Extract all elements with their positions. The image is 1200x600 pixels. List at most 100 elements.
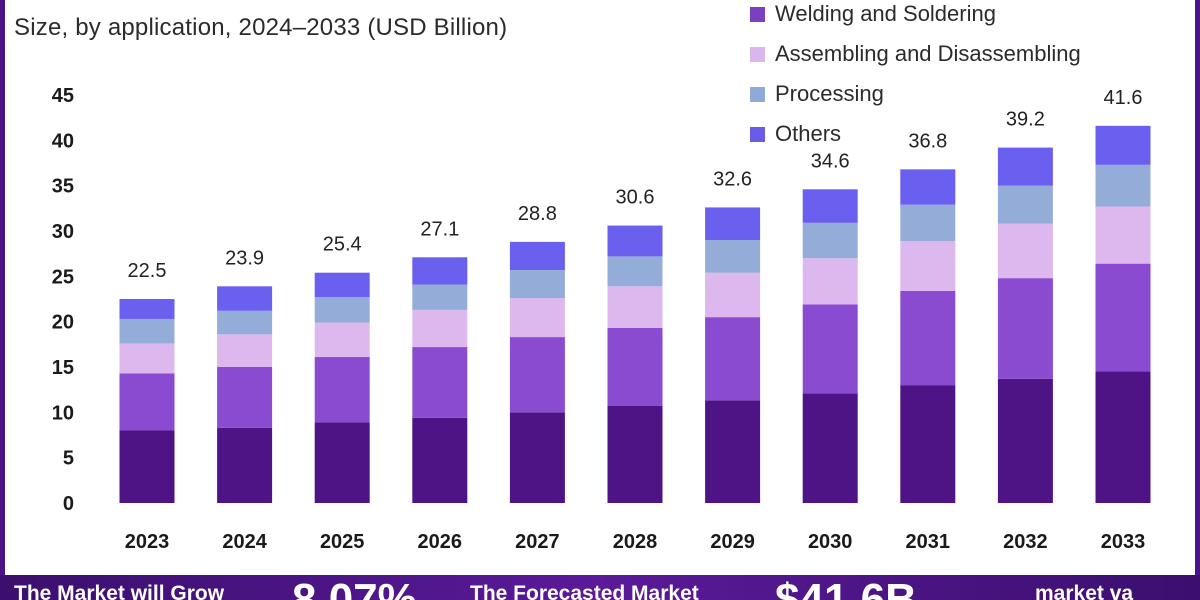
bar-segment-assembling: [802, 258, 858, 305]
y-tick-label: 10: [52, 402, 74, 424]
bar-segment-others: [119, 299, 175, 319]
bar-segment-others: [705, 207, 761, 241]
bar-segment-assembling: [1095, 206, 1151, 264]
bar-segment-base: [997, 378, 1053, 503]
bar-segment-base: [119, 430, 175, 503]
chart-subtitle: Size, by application, 2024–2033 (USD Bil…: [14, 14, 508, 41]
y-tick-label: 45: [52, 85, 74, 107]
x-tick-label: 2023: [125, 531, 170, 553]
bar-segment-base: [412, 417, 468, 503]
banner-cagr-value: 8.07%: [292, 575, 417, 600]
y-tick-label: 25: [52, 266, 74, 288]
bar-segment-processing: [607, 256, 663, 287]
legend-item-assembling: Assembling and Disassembling: [750, 34, 1081, 74]
banner-text-grow: The Market will Grow: [14, 582, 225, 600]
y-tick-label: 0: [63, 493, 74, 515]
bar-segment-others: [802, 189, 858, 223]
bar-segment-welding: [412, 347, 468, 418]
bar-total-label: 22.5: [128, 260, 167, 282]
bottom-banner: The Market will Grow 8.07% The Forecaste…: [0, 575, 1200, 600]
bar-segment-assembling: [607, 286, 663, 329]
bar-total-label: 25.4: [323, 234, 362, 256]
bar-segment-welding: [217, 367, 273, 428]
bar-segment-assembling: [412, 309, 468, 348]
bar-segment-welding: [900, 290, 956, 386]
bar-segment-base: [802, 393, 858, 503]
bar-segment-others: [1095, 125, 1151, 165]
x-tick-label: 2028: [613, 531, 658, 553]
bar-segment-welding: [802, 304, 858, 394]
bar-total-label: 27.1: [420, 218, 459, 240]
bar-segment-welding: [1095, 263, 1151, 372]
legend-swatch-processing: [750, 86, 765, 102]
legend-label-others: Others: [775, 121, 842, 146]
bar-segment-welding: [607, 328, 663, 406]
frame-left-border: [0, 0, 5, 575]
bar-segment-processing: [705, 240, 761, 273]
bar-segment-assembling: [705, 272, 761, 318]
bar-segment-others: [314, 272, 370, 298]
x-tick-label: 2024: [222, 531, 267, 553]
x-tick-label: 2027: [515, 531, 560, 553]
banner-text-market: market va: [1035, 582, 1134, 600]
bar-segment-assembling: [509, 298, 565, 338]
y-tick-label: 5: [63, 448, 74, 470]
bar-segment-processing: [1095, 164, 1151, 207]
bar-segment-others: [509, 241, 565, 270]
bar-segment-welding: [314, 357, 370, 423]
bar-total-label: 23.9: [225, 247, 264, 269]
legend-swatch-others: [750, 126, 765, 142]
bar-total-label: 28.8: [518, 203, 557, 225]
y-tick-label: 40: [52, 130, 74, 152]
bar-segment-assembling: [217, 334, 273, 367]
bar-segment-processing: [997, 185, 1053, 224]
bar-segment-processing: [119, 318, 175, 344]
bar-segment-assembling: [900, 240, 956, 291]
bar-segment-base: [314, 422, 370, 503]
x-tick-label: 2026: [418, 531, 463, 553]
bar-segment-others: [900, 169, 956, 205]
bar-total-label: 41.6: [1104, 87, 1143, 109]
x-tick-label: 2029: [710, 531, 755, 553]
bar-segment-processing: [509, 269, 565, 299]
legend-swatch-welding: [750, 6, 765, 22]
x-tick-label: 2032: [1003, 531, 1048, 553]
x-tick-label: 2030: [808, 531, 853, 553]
bar-total-label: 30.6: [616, 187, 655, 209]
bar-segment-base: [607, 405, 663, 503]
bar-segment-welding: [997, 278, 1053, 379]
bar-segment-others: [412, 257, 468, 285]
bar-segment-welding: [509, 337, 565, 413]
bar-segment-processing: [412, 284, 468, 310]
bar-segment-base: [509, 412, 565, 503]
bar-segment-welding: [705, 317, 761, 401]
bar-total-label: 32.6: [713, 168, 752, 190]
bar-segment-processing: [900, 204, 956, 241]
banner-market-value: $41.6B: [775, 575, 917, 600]
y-tick-label: 35: [52, 176, 74, 198]
bar-segment-processing: [314, 297, 370, 323]
legend-label-processing: Processing: [775, 81, 884, 106]
bar-total-label: 34.6: [811, 150, 850, 172]
x-tick-label: 2033: [1101, 531, 1146, 553]
chart-legend: Welding and Soldering Assembling and Dis…: [750, 0, 1081, 154]
bar-segment-base: [900, 385, 956, 503]
bar-segment-processing: [802, 222, 858, 259]
y-tick-label: 15: [52, 357, 74, 379]
bar-segment-welding: [119, 373, 175, 431]
bar-segment-others: [997, 147, 1053, 186]
bar-total-label: 36.8: [908, 130, 947, 152]
legend-label-welding: Welding and Soldering: [775, 1, 996, 26]
banner-text-forecast: The Forecasted Market: [470, 582, 699, 600]
bar-total-label: 39.2: [1006, 109, 1045, 131]
legend-item-welding: Welding and Soldering: [750, 0, 1081, 34]
bar-segment-assembling: [997, 223, 1053, 279]
bar-segment-base: [1095, 371, 1151, 503]
stacked-bar-chart: 05101520253035404522.5202323.9202425.420…: [52, 85, 1151, 553]
bar-segment-others: [607, 225, 663, 257]
frame-right-border: [1195, 0, 1200, 575]
bar-segment-processing: [217, 310, 273, 335]
legend-swatch-assembling: [750, 46, 765, 62]
legend-item-processing: Processing: [750, 74, 1081, 114]
bar-segment-base: [705, 400, 761, 503]
